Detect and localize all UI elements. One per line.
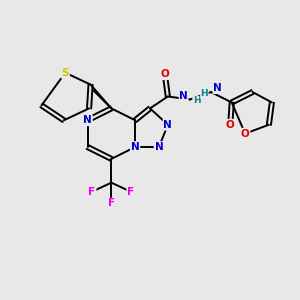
Text: N: N (131, 142, 140, 152)
Text: F: F (88, 187, 96, 196)
Text: H: H (201, 89, 208, 98)
Text: N: N (83, 115, 92, 125)
Text: F: F (108, 199, 115, 208)
Text: N: N (213, 83, 222, 94)
Text: O: O (226, 120, 235, 130)
Text: N: N (164, 120, 172, 130)
Text: S: S (61, 68, 69, 78)
Text: O: O (241, 129, 250, 139)
Text: H: H (193, 97, 200, 106)
Text: O: O (160, 69, 169, 79)
Text: N: N (154, 142, 163, 152)
Text: N: N (179, 91, 188, 101)
Text: F: F (127, 187, 134, 196)
